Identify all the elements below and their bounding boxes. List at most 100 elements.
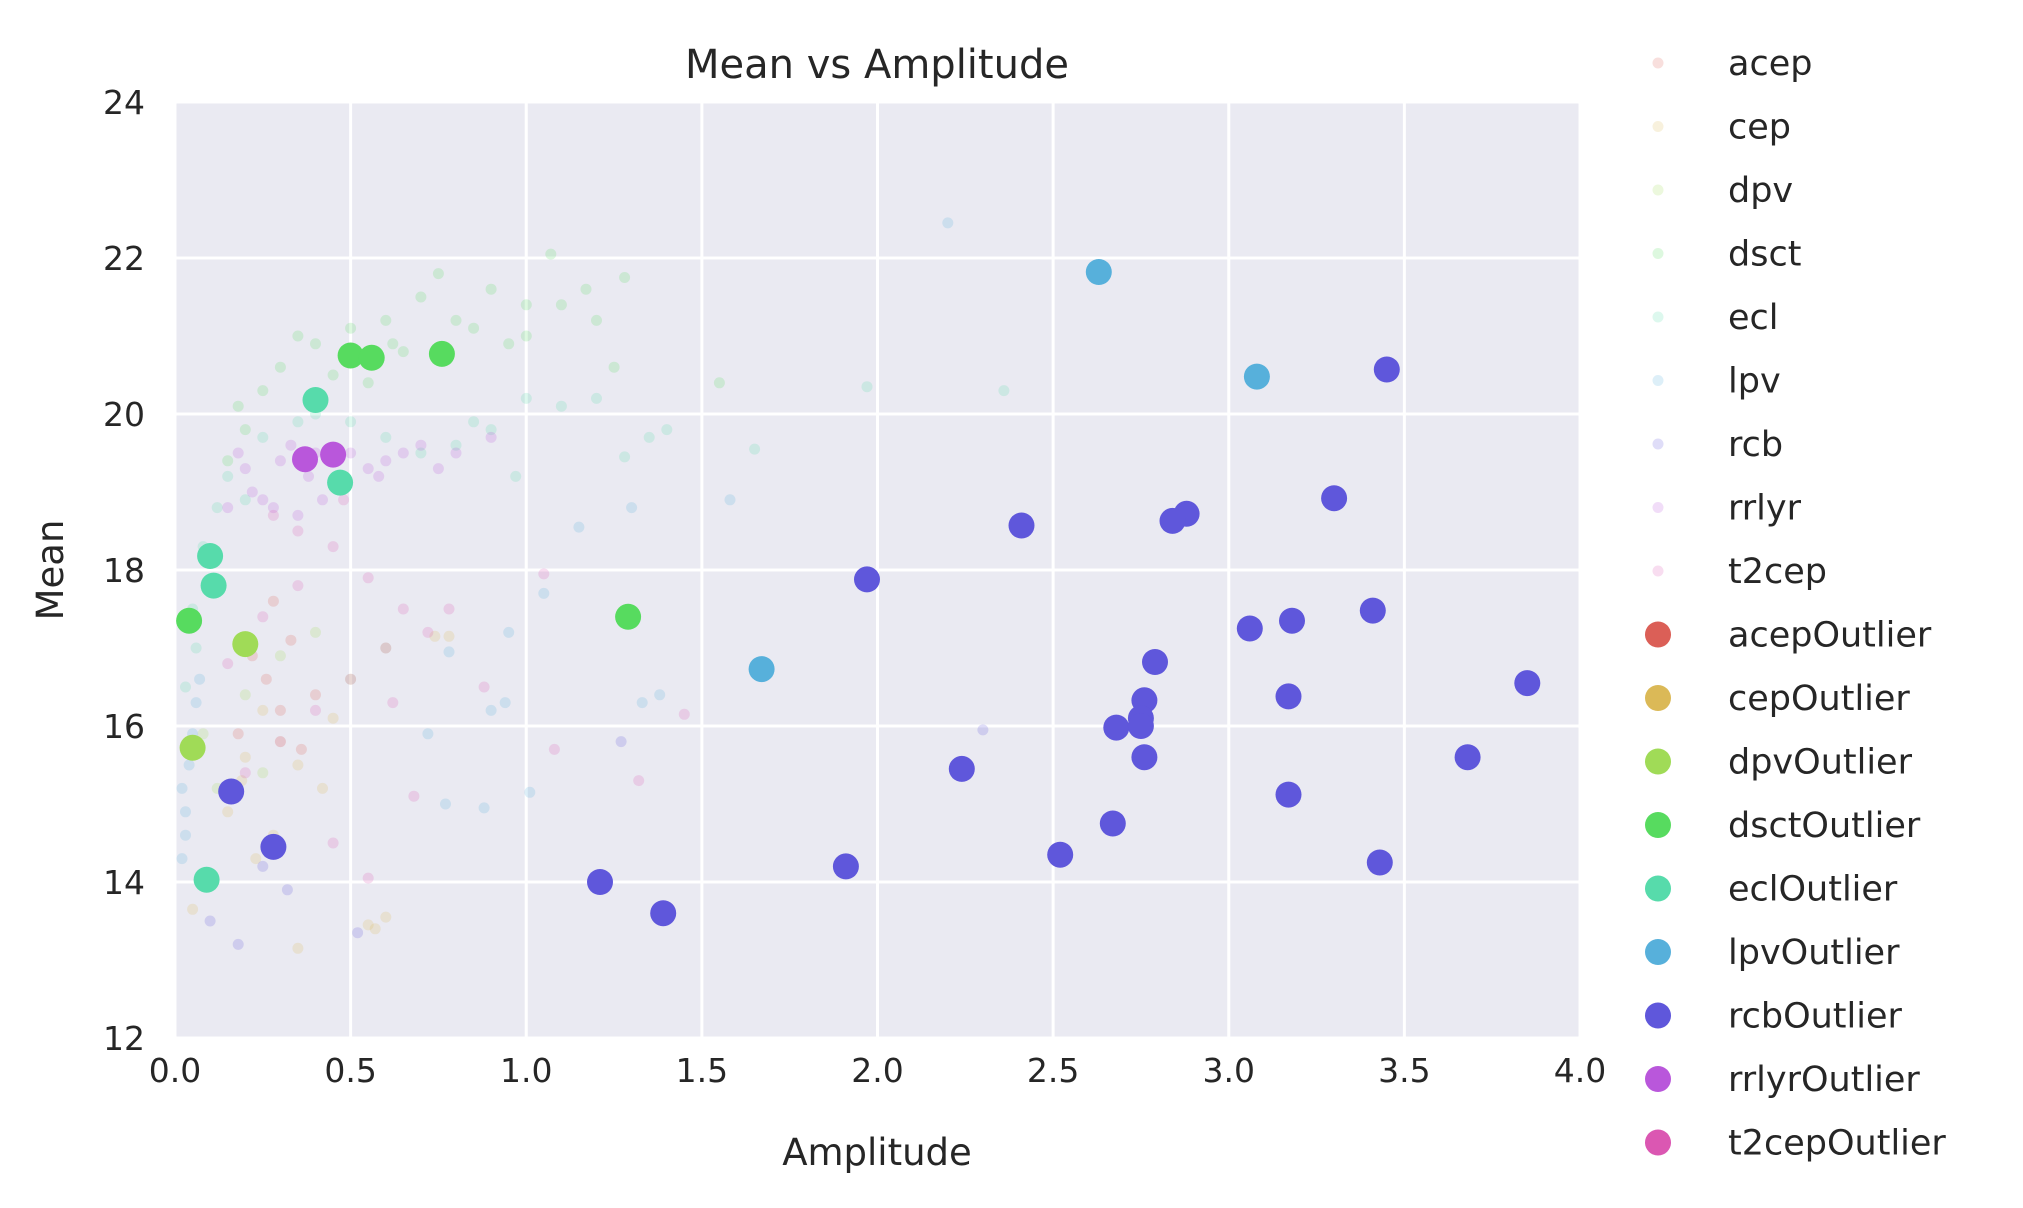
rcbOutlier-point	[832, 853, 859, 880]
lpv-point	[176, 782, 188, 794]
lpv-point	[180, 806, 191, 818]
dsct-point	[520, 299, 532, 311]
ecl-point	[468, 416, 480, 428]
rrlyr-point	[450, 447, 462, 459]
dsct-point	[520, 330, 532, 342]
ecl-point	[661, 424, 673, 436]
dsct-point	[608, 361, 620, 373]
legend-label-cep: cep	[1728, 108, 1791, 148]
rcbOutlier-point	[1047, 841, 1074, 868]
rrlyr-point	[485, 431, 497, 443]
rcb-point	[615, 736, 627, 748]
dsct-point	[713, 377, 725, 389]
x-tick-label: 2.5	[1027, 1051, 1079, 1090]
y-tick-label: 14	[103, 863, 145, 902]
x-tick-label: 2.0	[851, 1051, 903, 1090]
dsctOutlier-point	[358, 344, 385, 371]
lpv-point	[180, 829, 191, 841]
rcbOutlier-point	[587, 869, 613, 895]
legend-marker-acepOutlier	[1645, 621, 1671, 648]
t2cep-point	[274, 736, 286, 748]
dsct-point	[415, 291, 427, 303]
ecl-point	[222, 470, 234, 482]
t2cep-point	[345, 673, 357, 685]
t2cep-point	[267, 509, 279, 521]
acep-point	[232, 728, 244, 740]
rrlyr-point	[380, 455, 392, 467]
lpv-point	[183, 759, 195, 771]
y-tick-label: 16	[103, 707, 145, 746]
t2cep-point	[310, 704, 321, 716]
lpv-point	[422, 728, 434, 740]
lpv-point	[538, 587, 550, 599]
lpv-point	[626, 502, 638, 514]
cep-point	[369, 923, 381, 935]
rrlyr-point	[267, 502, 279, 514]
ecl-point	[510, 470, 522, 482]
y-tick-label: 12	[103, 1019, 145, 1058]
ecl-point	[380, 431, 392, 443]
x-tick-label: 1.0	[500, 1051, 552, 1090]
legend-label-t2cep: t2cep	[1728, 552, 1827, 592]
ecl-point	[998, 385, 1010, 397]
rcbOutlier-point	[1275, 781, 1302, 808]
rcbOutlier-point	[1236, 615, 1263, 642]
ecl-point	[749, 443, 761, 455]
t2cep-point	[633, 775, 645, 787]
lpvOutlier-point	[1085, 259, 1112, 285]
lpv-point	[942, 217, 954, 229]
legend-marker-ecl	[1652, 311, 1664, 323]
lpv-point	[443, 646, 455, 658]
dsct-point	[591, 314, 602, 326]
dsct-point	[274, 361, 286, 373]
legend-label-eclOutlier: eclOutlier	[1728, 870, 1898, 910]
ecl-point	[861, 381, 873, 393]
rcbOutlier-point	[1099, 810, 1126, 837]
acep-point	[295, 743, 307, 755]
dsct-point	[485, 283, 497, 295]
rcbOutlier-point	[1359, 597, 1386, 624]
grid-lines	[173, 100, 1582, 1040]
legend-marker-rcbOutlier	[1645, 1002, 1671, 1029]
x-axis-label: Amplitude	[782, 1131, 972, 1174]
legend-label-lpv: lpv	[1728, 362, 1781, 402]
y-tick-label: 22	[103, 239, 145, 278]
legend-marker-dpvOutlier	[1645, 748, 1671, 775]
rrlyr-point	[397, 447, 409, 459]
t2cep-point	[548, 743, 560, 755]
legend-label-dsct: dsct	[1728, 235, 1801, 275]
rcbOutlier-point	[650, 900, 677, 927]
rrlyr-point	[303, 470, 314, 482]
ecl-point	[555, 400, 567, 412]
dpv-point	[274, 650, 286, 662]
x-tick-label: 1.5	[676, 1051, 728, 1090]
legend-marker-dpv	[1652, 184, 1664, 196]
rrlyr-point	[362, 463, 374, 475]
y-tick-labels: 12 14 16 18 20 22 24	[103, 83, 145, 1058]
dsctOutlier-point	[337, 342, 364, 369]
rcbOutlier-point	[1159, 507, 1186, 534]
cep-point	[429, 630, 441, 642]
rrlyr-point	[285, 439, 297, 451]
legend-marker-rcb	[1652, 438, 1664, 450]
legend-marker-rrlyrOutlier	[1645, 1066, 1671, 1092]
t2cep-point	[443, 603, 455, 615]
ecl-point	[180, 681, 191, 693]
y-tick-label: 20	[103, 395, 145, 434]
legend-label-dsctOutlier: dsctOutlier	[1728, 806, 1921, 846]
dsct-point	[362, 377, 374, 389]
rrlyr-point	[239, 463, 251, 475]
t2cep-point	[362, 872, 374, 884]
dsctOutlier-point	[176, 607, 203, 634]
dsct-point	[432, 268, 444, 280]
ecl-point	[345, 416, 357, 428]
legend: acep cep dpv dsct ecl lpv rcb rrlyr t2cep acepOut…	[1645, 44, 1946, 1164]
ecl-point	[239, 494, 251, 506]
legend-label-rrlyr: rrlyr	[1728, 489, 1802, 529]
dsct-point	[257, 385, 269, 397]
eclOutlier-point	[302, 387, 329, 413]
dsct-point	[222, 455, 234, 467]
lpvOutlier-point	[748, 656, 775, 683]
dsct-point	[380, 314, 392, 326]
acep-point	[285, 634, 297, 646]
